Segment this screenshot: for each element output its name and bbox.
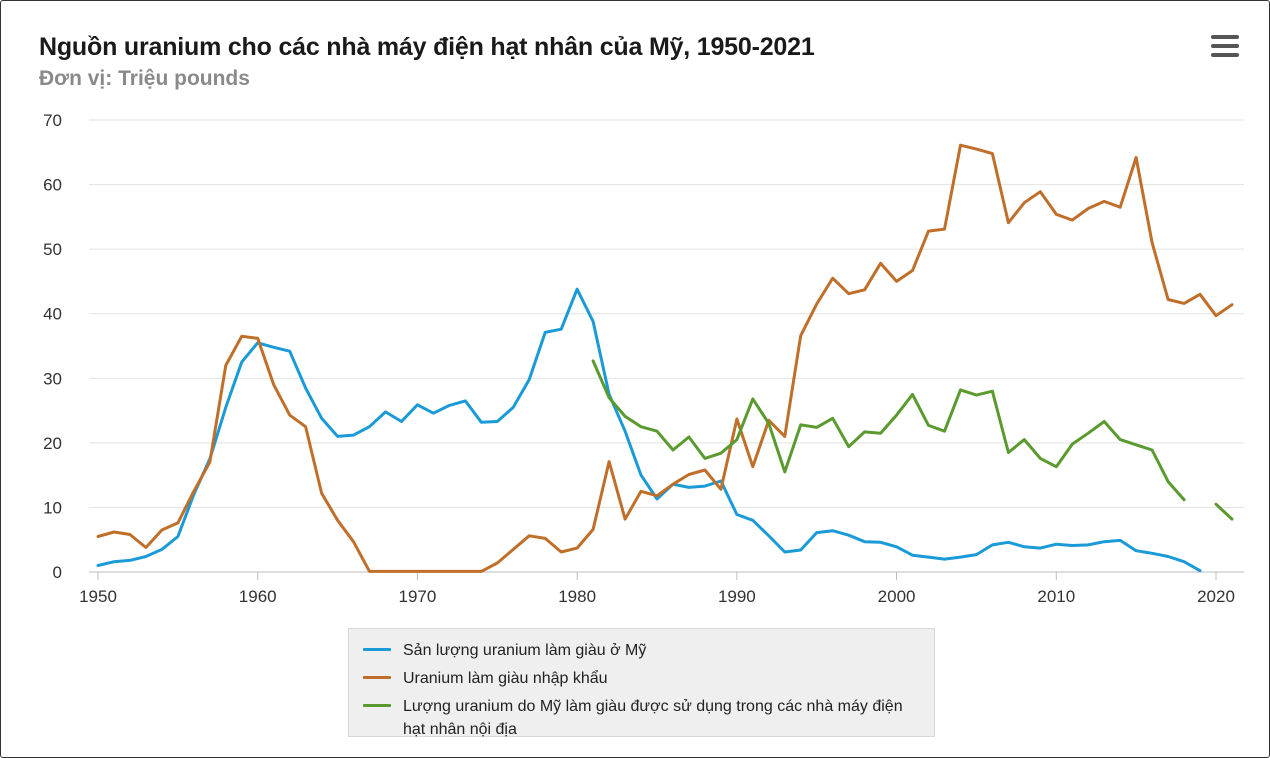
- chart-title: Nguồn uranium cho các nhà máy điện hạt n…: [39, 33, 815, 61]
- legend: Sản lượng uranium làm giàu ở Mỹ Uranium …: [348, 628, 935, 738]
- series-line-3: [591, 359, 1186, 502]
- x-tick-label: 2010: [1037, 587, 1075, 606]
- legend-label: Lượng uranium do Mỹ làm giàu được sử dụn…: [403, 698, 903, 738]
- y-tick-label: 0: [53, 563, 62, 582]
- legend-swatch-imports: [363, 676, 391, 679]
- x-tick-label: 2000: [878, 587, 916, 606]
- series-line-1: [96, 287, 1202, 573]
- legend-item[interactable]: Uranium làm giàu nhập khẩu: [363, 667, 922, 690]
- y-tick-label: 20: [43, 434, 62, 453]
- x-tick-label: 1950: [79, 587, 117, 606]
- legend-item[interactable]: Sản lượng uranium làm giàu ở Mỹ: [363, 639, 922, 662]
- legend-item[interactable]: Lượng uranium do Mỹ làm giàu được sử dụn…: [363, 695, 922, 741]
- legend-label: Sản lượng uranium làm giàu ở Mỹ: [403, 642, 647, 659]
- series-line-3: [1214, 502, 1234, 521]
- y-tick-label: 60: [43, 176, 62, 195]
- y-tick-label: 40: [43, 305, 62, 324]
- hamburger-menu-icon[interactable]: [1207, 33, 1243, 61]
- chart-subtitle: Đơn vị: Triệu pounds: [39, 67, 250, 90]
- x-tick-label: 2020: [1197, 587, 1235, 606]
- series-line-2: [96, 143, 1234, 573]
- y-tick-label: 30: [43, 369, 62, 388]
- x-tick-label: 1990: [718, 587, 756, 606]
- y-tick-label: 10: [43, 498, 62, 517]
- legend-swatch-domestic-use: [363, 704, 391, 707]
- y-tick-label: 50: [43, 240, 62, 259]
- y-tick-label: 70: [43, 111, 62, 130]
- x-tick-label: 1970: [399, 587, 437, 606]
- legend-swatch-production: [363, 648, 391, 651]
- x-tick-label: 1980: [558, 587, 596, 606]
- legend-label: Uranium làm giàu nhập khẩu: [403, 670, 608, 687]
- x-tick-label: 1960: [239, 587, 277, 606]
